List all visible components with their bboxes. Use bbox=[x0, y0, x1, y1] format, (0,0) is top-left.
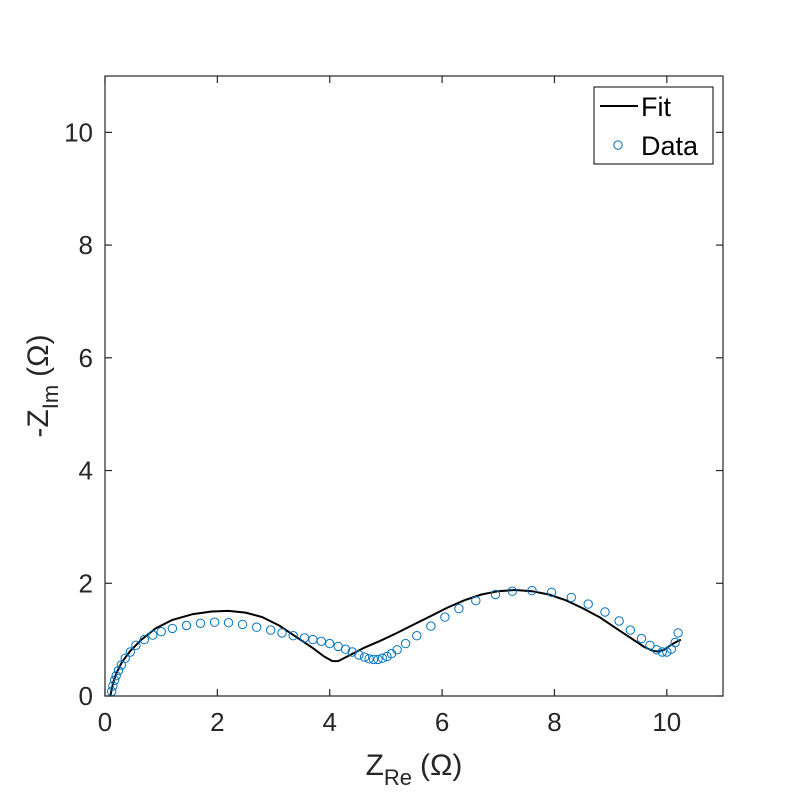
x-axis-label: ZRe (Ω) bbox=[366, 749, 463, 790]
x-tick-label: 4 bbox=[322, 707, 336, 737]
x-tick-label: 0 bbox=[98, 707, 112, 737]
data-point bbox=[156, 627, 166, 637]
fit-line bbox=[109, 589, 682, 696]
data-point bbox=[645, 640, 655, 650]
y-axis-label-subscript: Im bbox=[38, 385, 63, 409]
data-point bbox=[148, 630, 158, 640]
data-point bbox=[167, 623, 178, 634]
data-point bbox=[340, 644, 351, 654]
data-point bbox=[131, 640, 141, 650]
data-point bbox=[583, 599, 593, 609]
data-point bbox=[354, 650, 364, 660]
data-point bbox=[125, 647, 136, 657]
data-point bbox=[277, 628, 287, 638]
data-point bbox=[412, 631, 422, 641]
y-tick-label: 8 bbox=[79, 230, 93, 260]
legend-data-marker-icon bbox=[613, 140, 623, 150]
data-point bbox=[600, 607, 610, 617]
data-point bbox=[359, 652, 370, 662]
data-point bbox=[670, 637, 680, 648]
data-point bbox=[325, 638, 335, 649]
x-tick-label: 10 bbox=[652, 707, 681, 737]
data-point bbox=[566, 592, 576, 603]
data-point bbox=[108, 681, 118, 691]
data-point bbox=[636, 633, 647, 644]
data-point bbox=[266, 625, 276, 635]
data-point bbox=[673, 628, 683, 638]
legend-fit-label: Fit bbox=[641, 92, 671, 122]
data-point bbox=[546, 587, 557, 597]
y-axis-label-main: Z bbox=[22, 409, 55, 427]
data-point bbox=[507, 586, 517, 596]
data-point bbox=[237, 619, 248, 630]
x-tick-label: 8 bbox=[547, 707, 561, 737]
y-tick-label: 4 bbox=[79, 456, 93, 486]
data-point bbox=[109, 675, 120, 685]
y-axis-label-unit: (Ω) bbox=[22, 334, 55, 376]
y-tick-label: 6 bbox=[79, 343, 93, 373]
axes-box bbox=[104, 75, 724, 697]
data-point bbox=[454, 603, 464, 614]
y-tick-label: 2 bbox=[79, 568, 93, 598]
data-point bbox=[426, 621, 436, 631]
data-point bbox=[440, 612, 450, 622]
data-point bbox=[316, 636, 326, 646]
data-point bbox=[373, 654, 383, 665]
legend-data-label: Data bbox=[641, 131, 699, 161]
data-point bbox=[139, 634, 150, 645]
data-point bbox=[652, 645, 662, 655]
data-point bbox=[527, 585, 537, 596]
x-tick-label: 6 bbox=[435, 707, 449, 737]
x-tick-label: 2 bbox=[210, 707, 224, 737]
data-point bbox=[614, 616, 624, 626]
plot-area bbox=[105, 76, 723, 696]
x-axis-label-unit: (Ω) bbox=[420, 749, 462, 782]
data-point bbox=[223, 618, 234, 628]
legend-box bbox=[593, 86, 714, 165]
data-point bbox=[368, 654, 379, 665]
data-point bbox=[392, 645, 402, 655]
data-point bbox=[347, 647, 357, 657]
data-point bbox=[209, 617, 220, 627]
data-point bbox=[120, 653, 130, 663]
data-point bbox=[181, 620, 192, 631]
axes-layer bbox=[104, 75, 724, 697]
y-tick-label: 0 bbox=[79, 681, 93, 711]
data-point bbox=[625, 625, 635, 635]
data-point bbox=[377, 653, 388, 663]
y-axis-label: -ZIm (Ω) bbox=[22, 334, 63, 437]
data-point bbox=[252, 622, 262, 632]
data-point bbox=[288, 631, 298, 641]
data-point bbox=[364, 654, 374, 664]
data-point bbox=[471, 596, 481, 606]
y-tick-label: 10 bbox=[64, 117, 93, 147]
series-layer bbox=[107, 585, 683, 696]
x-axis-label-main: Z bbox=[366, 749, 384, 782]
data-point bbox=[382, 651, 392, 662]
data-point bbox=[195, 618, 206, 628]
ticks-layer: 0 2 4 6 8 10 0 2 4 6 8 10 bbox=[64, 76, 723, 737]
x-axis-label-subscript: Re bbox=[384, 765, 412, 790]
data-point bbox=[400, 638, 411, 649]
data-point bbox=[662, 647, 672, 657]
legend: Fit Data bbox=[593, 86, 714, 165]
data-point bbox=[111, 671, 121, 681]
data-point bbox=[490, 589, 501, 600]
data-point bbox=[113, 665, 124, 676]
data-point bbox=[657, 647, 667, 657]
y-axis-label-prefix: - bbox=[22, 428, 55, 438]
